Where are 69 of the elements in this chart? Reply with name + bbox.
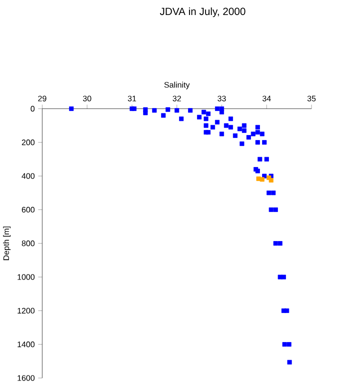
point	[262, 174, 266, 178]
x-tick-label: 29	[38, 96, 46, 102]
x-tick-label: 32	[172, 96, 181, 102]
y-tick-label: 1400	[17, 342, 34, 348]
point	[273, 207, 278, 212]
point	[255, 130, 260, 135]
y-tick-label: 1000	[17, 274, 34, 280]
point	[210, 124, 215, 130]
y-tick-label: 1600	[17, 375, 34, 381]
chart-title: JDVA in July, 2000	[160, 7, 246, 18]
point	[219, 132, 224, 136]
y-tick-label: 200	[22, 140, 34, 146]
point	[278, 241, 282, 246]
point	[204, 116, 208, 122]
point	[160, 113, 166, 118]
point	[142, 110, 148, 116]
point	[278, 274, 282, 280]
point	[266, 190, 271, 196]
x-tick-label: 30	[82, 96, 92, 102]
point	[281, 274, 286, 280]
x-axis-title: Salinity	[164, 82, 190, 90]
point	[152, 108, 157, 113]
point	[284, 308, 289, 313]
point	[214, 120, 220, 124]
x-tick-label: 33	[217, 96, 226, 102]
point	[242, 123, 246, 128]
y-tick-label: 0	[30, 106, 34, 112]
point	[262, 140, 266, 145]
point	[246, 135, 251, 140]
y-tick-label: 600	[22, 206, 34, 213]
point	[174, 108, 179, 113]
point	[255, 124, 260, 130]
point	[239, 141, 244, 146]
x-tick-label: 31	[128, 96, 136, 102]
y-axis-title: Depth [m]	[2, 226, 10, 260]
point	[270, 190, 276, 196]
point	[228, 124, 233, 130]
point	[214, 106, 220, 111]
x-tick-label: 35	[307, 96, 316, 102]
point	[282, 342, 287, 347]
point	[264, 156, 269, 162]
y-tick-label: 400	[22, 173, 34, 179]
point	[224, 123, 228, 128]
point	[204, 123, 208, 128]
point	[242, 128, 246, 133]
point	[260, 132, 264, 136]
point	[178, 116, 184, 122]
point	[68, 106, 74, 111]
point	[257, 156, 262, 162]
point	[287, 360, 292, 364]
point	[219, 110, 224, 114]
point	[201, 110, 206, 114]
y-tick-label: 800	[22, 240, 34, 246]
x-tick-label: 34	[262, 96, 271, 102]
point	[268, 207, 274, 212]
y-tick-label: 1200	[17, 308, 34, 314]
point	[260, 177, 264, 182]
point	[232, 133, 238, 138]
point	[228, 116, 233, 122]
point	[188, 108, 192, 113]
point	[196, 114, 202, 120]
point	[255, 140, 260, 145]
point	[237, 126, 242, 132]
point	[206, 111, 210, 116]
point	[268, 178, 274, 183]
point	[273, 241, 278, 246]
point	[286, 342, 292, 347]
point	[165, 107, 170, 112]
point	[250, 132, 256, 136]
